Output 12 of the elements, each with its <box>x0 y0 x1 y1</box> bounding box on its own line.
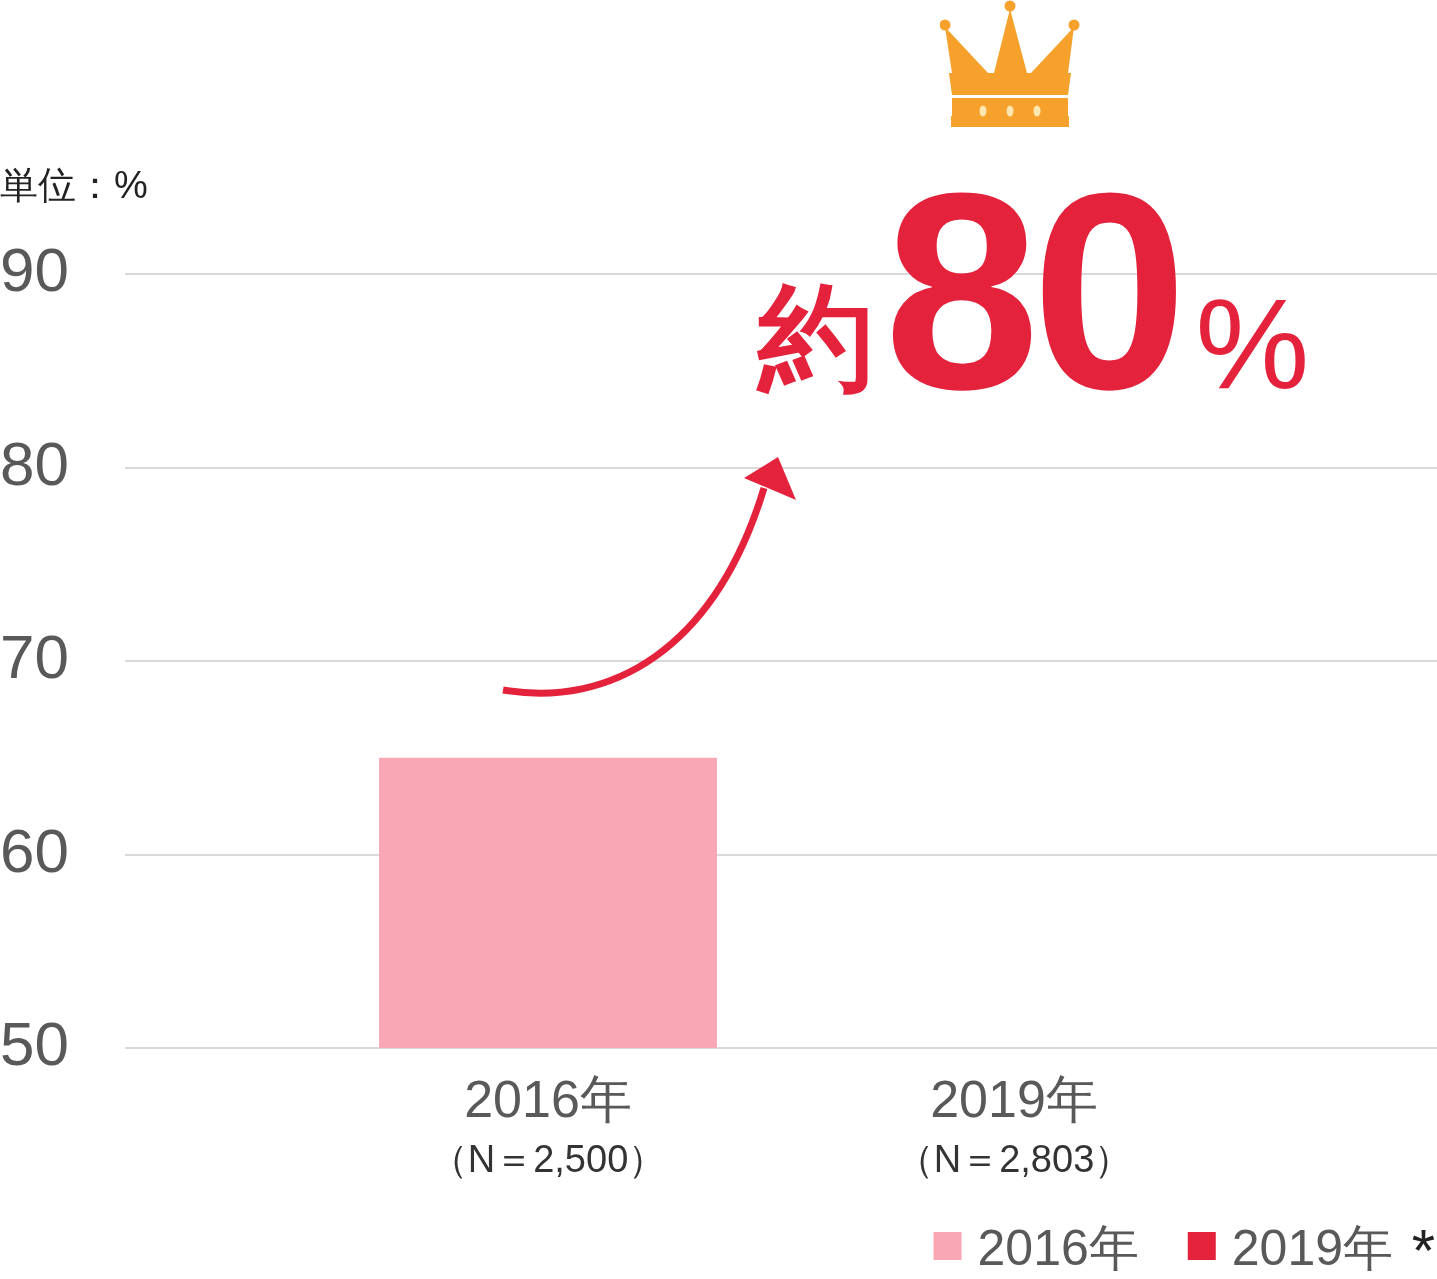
x-tick-label: 2019年（N＝2,803） <box>895 1070 1133 1180</box>
y-tick-label: 80 <box>0 428 69 498</box>
legend-label: 2019年 <box>1231 1220 1393 1276</box>
y-axis-title: 単位：% <box>0 164 148 206</box>
text: * <box>1411 1217 1435 1279</box>
y-tick-label: 70 <box>0 622 69 692</box>
annotation: 約80% <box>758 135 1310 447</box>
legend-label: 2016年 <box>977 1220 1139 1276</box>
y-tick-label: 90 <box>0 235 69 305</box>
x-tick-label: 2016年（N＝2,500） <box>429 1070 667 1180</box>
y-tick-label: 50 <box>0 1009 69 1079</box>
y-tick-label: 60 <box>0 815 69 885</box>
